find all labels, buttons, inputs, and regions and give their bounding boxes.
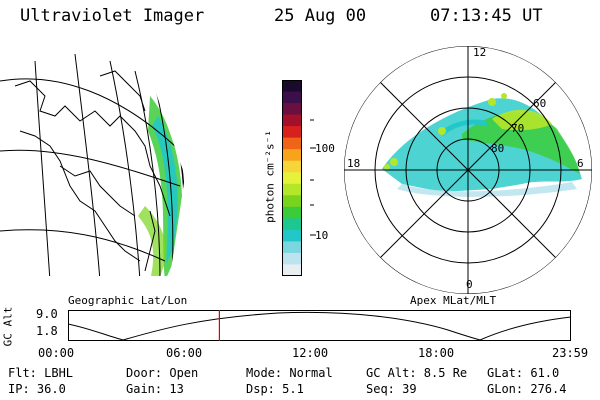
info-gc-alt: GC Alt: 8.5 Re [366,366,468,380]
colorbar-segment [282,114,302,127]
image-time: 07:13:45 UT [430,6,543,26]
colorbar [282,80,302,276]
info-mode: Mode: Normal [246,366,333,380]
info-ip: IP: 36.0 [8,382,66,396]
polar-emission-peak [492,109,552,131]
info-door: Door: Open [126,366,199,380]
polar-spot [438,127,446,135]
colorbar-segment [282,126,302,139]
timeline-xtick-1800: 18:00 [418,346,455,360]
mlt-label-6: 6 [577,157,584,170]
polar-panel-label: Apex MLat/MLT [410,294,497,307]
altitude-curve [68,311,572,341]
geo-emission-south [138,206,166,276]
colorbar-unit-label: photon cm⁻²s⁻¹ [263,130,277,223]
colorbar-tick-100: 100 [315,142,335,155]
polar-plot [344,46,592,294]
colorbar-segment [282,218,302,231]
info-dsp: Dsp: 5.1 [246,382,304,396]
timeline-xtick-0000: 00:00 [38,346,75,360]
colorbar-segment [282,137,302,150]
colorbar-segment [282,252,302,265]
timeline-xtick-0600: 06:00 [166,346,203,360]
colorbar-tick-10: 10 [315,229,329,242]
instrument-title: Ultraviolet Imager [20,6,205,26]
mlat-label-70: 70 [511,122,525,135]
polar-grid [344,46,592,294]
colorbar-segment [282,103,302,116]
info-gain: Gain: 13 [126,382,184,396]
colorbar-segment [282,91,302,104]
timeline-ytick-9: 9.0 [36,307,58,321]
colorbar-segment [282,160,302,173]
timeline-ytick-1-8: 1.8 [36,324,58,338]
polar-spot [384,164,390,170]
timeline-xtick-1200: 12:00 [292,346,329,360]
colorbar-segment [282,80,302,93]
info-glon: GLon: 276.4 [487,382,567,396]
timeline-ylabel: GC Alt [1,306,15,347]
colorbar-segment [282,264,302,276]
colorbar-segment [282,172,302,185]
geo-emission-core [152,116,178,264]
timeline-plot [68,310,572,341]
colorbar-segment [282,149,302,162]
colorbar-segment [282,229,302,242]
geo-coastlines [14,70,171,272]
mlt-label-0: 0 [466,278,473,291]
colorbar-segment [282,241,302,254]
polar-emission-diffuse [397,182,577,197]
geo-grid [0,53,181,276]
info-glat: GLat: 61.0 [487,366,560,380]
colorbar-segment [282,183,302,196]
colorbar-axis [310,119,316,236]
polar-spot [390,158,398,166]
mlt-label-18: 18 [347,157,361,170]
polar-spot [488,98,496,106]
image-date: 25 Aug 00 [274,6,367,26]
timeline-xtick-2359: 23:59 [552,346,589,360]
mlt-label-12: 12 [473,46,487,59]
colorbar-segment [282,206,302,219]
polar-spot [501,93,507,99]
colorbar-segment [282,195,302,208]
geo-panel-label: Geographic Lat/Lon [68,294,188,307]
mlat-label-60: 60 [533,97,547,110]
geographic-image [0,53,185,276]
info-seq: Seq: 39 [366,382,417,396]
info-filter: Flt: LBHL [8,366,74,380]
mlat-label-80: 80 [491,142,505,155]
